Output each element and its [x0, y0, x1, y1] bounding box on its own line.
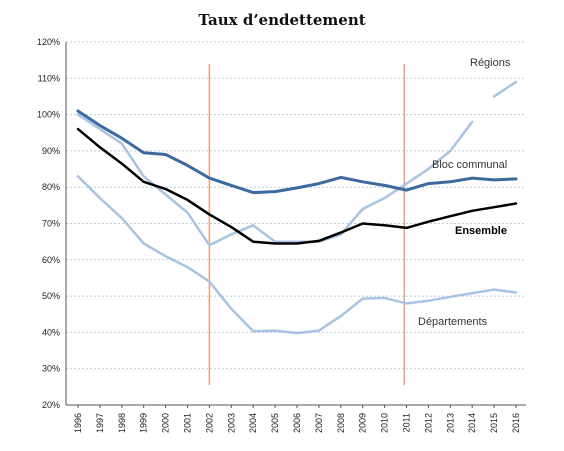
x-tick-label: 2016	[511, 413, 521, 433]
series-line-r-gions	[492, 80, 518, 98]
series-label-departements: Départements	[418, 316, 488, 328]
y-tick-label: 20%	[42, 400, 60, 410]
y-tick-label: 80%	[42, 182, 60, 192]
x-tick-label: 2010	[380, 413, 390, 433]
y-tick-label: 90%	[42, 146, 60, 156]
series-line-bloc-communal	[76, 109, 518, 195]
x-tick-label: 1999	[139, 413, 149, 433]
y-tick-label: 50%	[42, 291, 60, 301]
x-tick-label: 2006	[292, 413, 302, 433]
x-tick-label: 1996	[73, 413, 83, 433]
vertical-markers	[208, 63, 406, 386]
x-tick-label: 2004	[248, 413, 258, 433]
series-label-ensemble: Ensemble	[455, 225, 507, 237]
y-tick-label: 70%	[42, 219, 60, 229]
y-tick-label: 30%	[42, 364, 60, 374]
x-tick-label: 1998	[117, 413, 127, 433]
x-tick-label: 2007	[314, 413, 324, 433]
x-tick-label: 2001	[183, 413, 193, 433]
series-label-regions: Régions	[470, 57, 511, 69]
axes	[65, 42, 526, 408]
series-line-d-partements	[76, 175, 518, 335]
x-tick-label: 2003	[226, 413, 236, 433]
series-labels: Régions Bloc communal Ensemble Départeme…	[418, 57, 511, 328]
y-tick-label: 120%	[37, 37, 60, 47]
y-tick-label: 40%	[42, 327, 60, 337]
x-tick-label: 2014	[467, 413, 477, 433]
chart-title: Taux d’endettement	[198, 11, 365, 29]
x-tick-label: 2002	[204, 413, 214, 433]
x-tick-label: 2008	[336, 413, 346, 433]
series-line-r-gions	[76, 113, 474, 247]
y-tick-label: 60%	[42, 255, 60, 265]
x-tick-label: 2015	[489, 413, 499, 433]
x-tick-label: 2012	[423, 413, 433, 433]
x-tick-label: 2000	[161, 413, 171, 433]
y-tick-label: 110%	[38, 73, 60, 83]
x-tick-labels: 1996 1997 1998 1999 2000 2001 2002 2003 2004 2005…	[73, 413, 521, 433]
x-tick-label: 1997	[95, 413, 105, 433]
series-lines	[76, 80, 518, 335]
x-tick-label: 2009	[358, 413, 368, 433]
x-tick-label: 2005	[270, 413, 280, 433]
x-tick-label: 2011	[402, 413, 412, 432]
series-label-bloc-communal: Bloc communal	[432, 159, 507, 171]
y-tick-label: 100%	[37, 110, 60, 120]
y-tick-labels: 20% 30% 40% 50% 60% 70% 80% 90% 100% 110% 120%	[37, 37, 60, 410]
series-line-ensemble	[76, 127, 518, 245]
x-tick-label: 2013	[445, 413, 455, 433]
